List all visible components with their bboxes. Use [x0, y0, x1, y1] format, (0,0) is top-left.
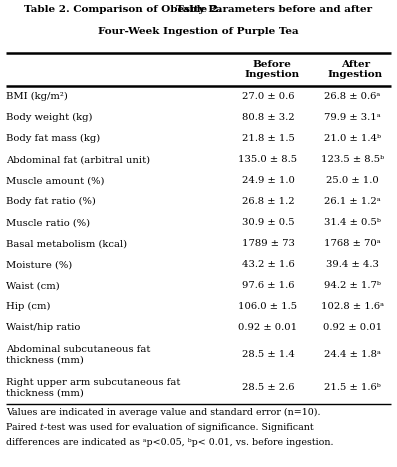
Text: 135.0 ± 8.5: 135.0 ± 8.5: [239, 155, 297, 164]
Text: 30.9 ± 0.5: 30.9 ± 0.5: [242, 218, 294, 227]
Text: 28.5 ± 1.4: 28.5 ± 1.4: [241, 350, 295, 359]
Text: 26.8 ± 0.6ᵃ: 26.8 ± 0.6ᵃ: [324, 92, 380, 101]
Text: Abdominal subcutaneous fat
thickness (mm): Abdominal subcutaneous fat thickness (mm…: [6, 345, 150, 364]
Text: 106.0 ± 1.5: 106.0 ± 1.5: [239, 302, 297, 311]
Text: 43.2 ± 1.6: 43.2 ± 1.6: [242, 260, 294, 269]
Text: Values are indicated in average value and standard error (n=10).: Values are indicated in average value an…: [6, 408, 320, 417]
Text: 123.5 ± 8.5ᵇ: 123.5 ± 8.5ᵇ: [321, 155, 384, 164]
Text: 0.92 ± 0.01: 0.92 ± 0.01: [239, 323, 297, 333]
Text: Waist/hip ratio: Waist/hip ratio: [6, 323, 80, 333]
Text: Hip (cm): Hip (cm): [6, 302, 50, 311]
Text: differences are indicated as ᵃp<0.05, ᵇp< 0.01, vs. before ingestion.: differences are indicated as ᵃp<0.05, ᵇp…: [6, 438, 333, 447]
Text: 27.0 ± 0.6: 27.0 ± 0.6: [242, 92, 294, 101]
Text: Basal metabolism (kcal): Basal metabolism (kcal): [6, 239, 127, 248]
Text: 28.5 ± 2.6: 28.5 ± 2.6: [242, 383, 294, 392]
Text: 21.5 ± 1.6ᵇ: 21.5 ± 1.6ᵇ: [324, 383, 381, 392]
Text: t: t: [40, 423, 44, 432]
Text: Body fat mass (kg): Body fat mass (kg): [6, 134, 100, 143]
Text: 1768 ± 70ᵃ: 1768 ± 70ᵃ: [324, 239, 381, 248]
Text: Paired: Paired: [6, 423, 40, 432]
Text: 97.6 ± 1.6: 97.6 ± 1.6: [242, 281, 294, 290]
Text: 80.8 ± 3.2: 80.8 ± 3.2: [242, 113, 294, 122]
Text: Four-Week Ingestion of Purple Tea: Four-Week Ingestion of Purple Tea: [98, 28, 299, 36]
Text: Right upper arm subcutaneous fat
thickness (mm): Right upper arm subcutaneous fat thickne…: [6, 378, 180, 397]
Text: 26.8 ± 1.2: 26.8 ± 1.2: [242, 197, 294, 206]
Text: 0.92 ± 0.01: 0.92 ± 0.01: [323, 323, 382, 333]
Text: Table 2. Comparison of Obesity Parameters before and after: Table 2. Comparison of Obesity Parameter…: [25, 6, 372, 14]
Text: 21.8 ± 1.5: 21.8 ± 1.5: [241, 134, 295, 143]
Text: 1789 ± 73: 1789 ± 73: [241, 239, 295, 248]
Text: Muscle ratio (%): Muscle ratio (%): [6, 218, 90, 227]
Text: Table 2.: Table 2.: [175, 6, 222, 14]
Text: -test was used for evaluation of significance. Significant: -test was used for evaluation of signifi…: [44, 423, 313, 432]
Text: 39.4 ± 4.3: 39.4 ± 4.3: [326, 260, 379, 269]
Text: 94.2 ± 1.7ᵇ: 94.2 ± 1.7ᵇ: [324, 281, 381, 290]
Text: 24.9 ± 1.0: 24.9 ± 1.0: [241, 176, 295, 185]
Text: Body fat ratio (%): Body fat ratio (%): [6, 197, 96, 206]
Text: 102.8 ± 1.6ᵃ: 102.8 ± 1.6ᵃ: [321, 302, 384, 311]
Text: BMI (kg/m²): BMI (kg/m²): [6, 92, 68, 101]
Text: 25.0 ± 1.0: 25.0 ± 1.0: [326, 176, 379, 185]
Text: Body weight (kg): Body weight (kg): [6, 113, 93, 122]
Text: Muscle amount (%): Muscle amount (%): [6, 176, 104, 185]
Text: 31.4 ± 0.5ᵇ: 31.4 ± 0.5ᵇ: [324, 218, 381, 227]
Text: After
Ingestion: After Ingestion: [328, 60, 383, 79]
Text: 24.4 ± 1.8ᵃ: 24.4 ± 1.8ᵃ: [324, 350, 381, 359]
Text: Abdominal fat (arbitral unit): Abdominal fat (arbitral unit): [6, 155, 150, 164]
Text: Waist (cm): Waist (cm): [6, 281, 60, 290]
Text: 26.1 ± 1.2ᵃ: 26.1 ± 1.2ᵃ: [324, 197, 381, 206]
Text: 79.9 ± 3.1ᵃ: 79.9 ± 3.1ᵃ: [324, 113, 381, 122]
Text: Moisture (%): Moisture (%): [6, 260, 72, 269]
Text: 21.0 ± 1.4ᵇ: 21.0 ± 1.4ᵇ: [324, 134, 381, 143]
Text: Before
Ingestion: Before Ingestion: [245, 60, 299, 79]
